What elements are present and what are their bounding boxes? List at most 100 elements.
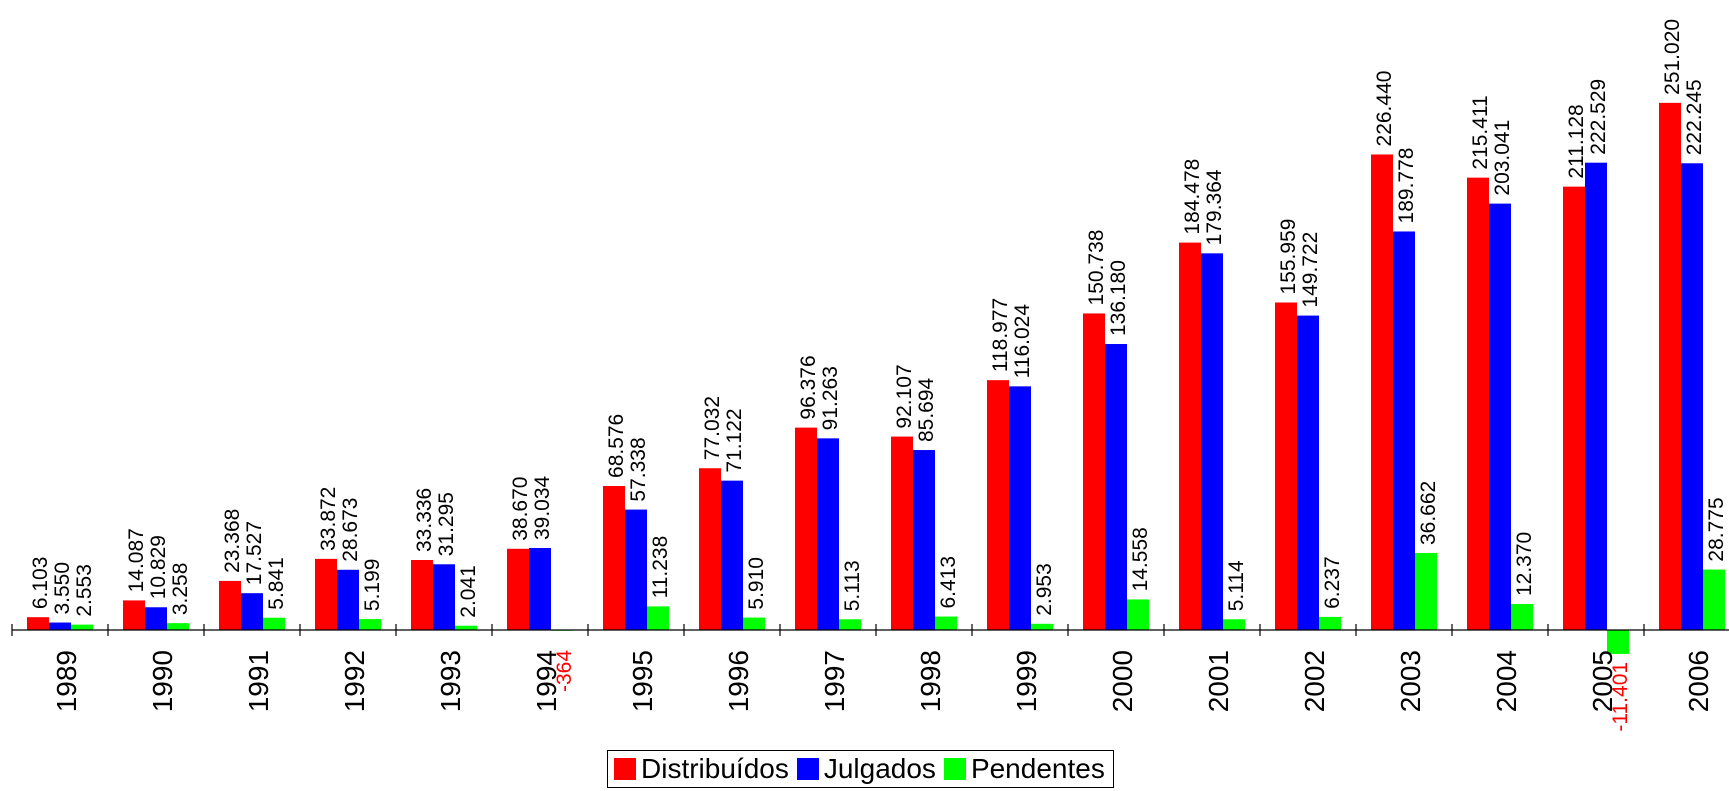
bar-pendentes-1997 — [839, 619, 861, 630]
bar-julgados-2004 — [1489, 203, 1511, 631]
bar-distribuidos-1999 — [987, 380, 1009, 630]
bar-julgados-2006 — [1681, 163, 1703, 630]
data-label-pendentes-1994: -364 — [553, 650, 576, 692]
legend-label-pendentes: Pendentes — [970, 753, 1105, 784]
x-tick-label-1995: 1995 — [627, 650, 658, 712]
bar-pendentes-1999 — [1031, 623, 1053, 630]
data-label-pendentes-2006: 28.775 — [1705, 497, 1728, 561]
bar-julgados-1993 — [433, 564, 455, 630]
x-tick-label-2006: 2006 — [1683, 650, 1714, 712]
data-label-distribuidos-1993: 33.336 — [413, 488, 436, 552]
bar-julgados-1999 — [1009, 386, 1031, 630]
data-label-pendentes-1991: 5.841 — [265, 557, 288, 610]
data-label-distribuidos-1996: 77.032 — [701, 396, 724, 460]
data-label-distribuidos-1995: 68.576 — [605, 414, 628, 478]
data-label-julgados-2000: 136.180 — [1107, 260, 1130, 336]
x-tick-label-2000: 2000 — [1107, 650, 1138, 712]
legend-swatch-pendentes — [943, 758, 966, 780]
legend-label-distribuidos: Distribuídos — [641, 753, 789, 784]
data-label-julgados-1997: 91.263 — [819, 366, 842, 430]
bar-julgados-2003 — [1393, 231, 1415, 631]
data-label-pendentes-2003: 36.662 — [1417, 481, 1440, 545]
data-label-distribuidos-1994: 38.670 — [509, 477, 532, 541]
data-label-pendentes-2005: -11.401 — [1609, 662, 1632, 732]
x-tick-label-1992: 1992 — [339, 650, 370, 712]
bar-julgados-1990 — [145, 607, 167, 630]
bar-julgados-2005 — [1585, 162, 1607, 631]
x-tick-label-2003: 2003 — [1395, 650, 1426, 712]
data-label-pendentes-1999: 2.953 — [1033, 563, 1056, 616]
data-label-julgados-1998: 85.694 — [915, 377, 938, 442]
bar-julgados-1994 — [529, 548, 551, 630]
data-label-distribuidos-2005: 211.128 — [1565, 104, 1588, 178]
bar-julgados-2000 — [1105, 344, 1127, 630]
bar-pendentes-2005 — [1607, 630, 1629, 654]
bar-distribuidos-2005 — [1563, 186, 1585, 630]
x-tick-label-1998: 1998 — [915, 650, 946, 712]
bar-julgados-2001 — [1201, 253, 1223, 630]
bar-pendentes-2004 — [1511, 604, 1533, 630]
data-label-julgados-1996: 71.122 — [723, 408, 746, 472]
x-tick-label-2004: 2004 — [1491, 650, 1522, 712]
bar-distribuidos-1995 — [603, 485, 625, 630]
bar-distribuidos-1994 — [507, 548, 529, 630]
bar-distribuidos-2001 — [1179, 242, 1201, 631]
bar-pendentes-1992 — [359, 619, 381, 630]
bar-pendentes-1990 — [167, 623, 189, 630]
x-tick-label-1996: 1996 — [723, 650, 754, 712]
data-label-distribuidos-1999: 118.977 — [989, 298, 1012, 372]
bar-pendentes-2002 — [1319, 616, 1341, 630]
bar-distribuidos-2004 — [1467, 177, 1489, 630]
bar-julgados-2002 — [1297, 315, 1319, 630]
data-label-distribuidos-1990: 14.087 — [125, 528, 148, 592]
legend-swatch-distribuidos — [614, 758, 636, 780]
data-label-julgados-1991: 17.527 — [243, 521, 266, 585]
legend-item-pendentes: Pendentes — [943, 753, 1105, 785]
bar-julgados-1997 — [817, 438, 839, 630]
x-tick-label-1990: 1990 — [147, 650, 178, 712]
bar-distribuidos-2003 — [1371, 154, 1393, 630]
x-tick-label-2002: 2002 — [1299, 650, 1330, 712]
bar-chart: 1989 1990 1991 1992 1993 1994 1995 1996 1997 1998… — [11, 19, 1729, 732]
x-tick-label-1991: 1991 — [243, 650, 274, 712]
bar-distribuidos-1990 — [123, 600, 145, 630]
data-label-pendentes-1996: 5.910 — [745, 557, 768, 610]
data-label-julgados-2005: 222.529 — [1587, 79, 1610, 155]
bar-distribuidos-1991 — [219, 580, 241, 630]
bar-distribuidos-1993 — [411, 559, 433, 630]
data-label-pendentes-1997: 5.113 — [841, 560, 864, 611]
data-label-distribuidos-2006: 251.020 — [1661, 19, 1684, 95]
x-tick-label-1993: 1993 — [435, 650, 466, 712]
data-label-pendentes-2001: 5.114 — [1225, 560, 1248, 611]
x-tick-label-1997: 1997 — [819, 650, 850, 712]
x-tick-label-2001: 2001 — [1203, 650, 1234, 712]
data-label-pendentes-2004: 12.370 — [1513, 532, 1536, 596]
bar-distribuidos-2006 — [1659, 102, 1681, 630]
bar-pendentes-2006 — [1703, 569, 1725, 630]
data-label-julgados-2006: 222.245 — [1683, 79, 1706, 155]
data-label-distribuidos-2004: 215.411 — [1469, 95, 1492, 169]
bar-julgados-1996 — [721, 480, 743, 630]
bar-pendentes-2001 — [1223, 619, 1245, 630]
bar-pendentes-2003 — [1415, 553, 1437, 630]
bar-julgados-1991 — [241, 593, 263, 630]
data-label-distribuidos-1998: 92.107 — [893, 364, 916, 428]
data-label-julgados-1993: 31.295 — [435, 492, 458, 556]
bar-pendentes-1996 — [743, 617, 765, 630]
bar-pendentes-2000 — [1127, 599, 1149, 630]
bar-julgados-1998 — [913, 450, 935, 630]
data-label-julgados-1999: 116.024 — [1011, 304, 1034, 379]
data-label-distribuidos-1991: 23.368 — [221, 509, 244, 573]
x-tick-label-1999: 1999 — [1011, 650, 1042, 712]
data-label-julgados-1992: 28.673 — [339, 498, 362, 562]
bar-pendentes-1998 — [935, 616, 957, 630]
bar-distribuidos-2000 — [1083, 313, 1105, 630]
data-label-pendentes-1989: 2.553 — [73, 564, 96, 617]
x-tick-label-1989: 1989 — [51, 650, 82, 712]
data-label-pendentes-1995: 11.238 — [649, 536, 672, 599]
bars-layer — [27, 102, 1725, 654]
bar-distribuidos-1996 — [699, 468, 721, 630]
x-axis: 1989 1990 1991 1992 1993 1994 1995 1996 1997 1998… — [11, 624, 1729, 712]
x-tick-label-1994: 1994 — [531, 650, 562, 712]
